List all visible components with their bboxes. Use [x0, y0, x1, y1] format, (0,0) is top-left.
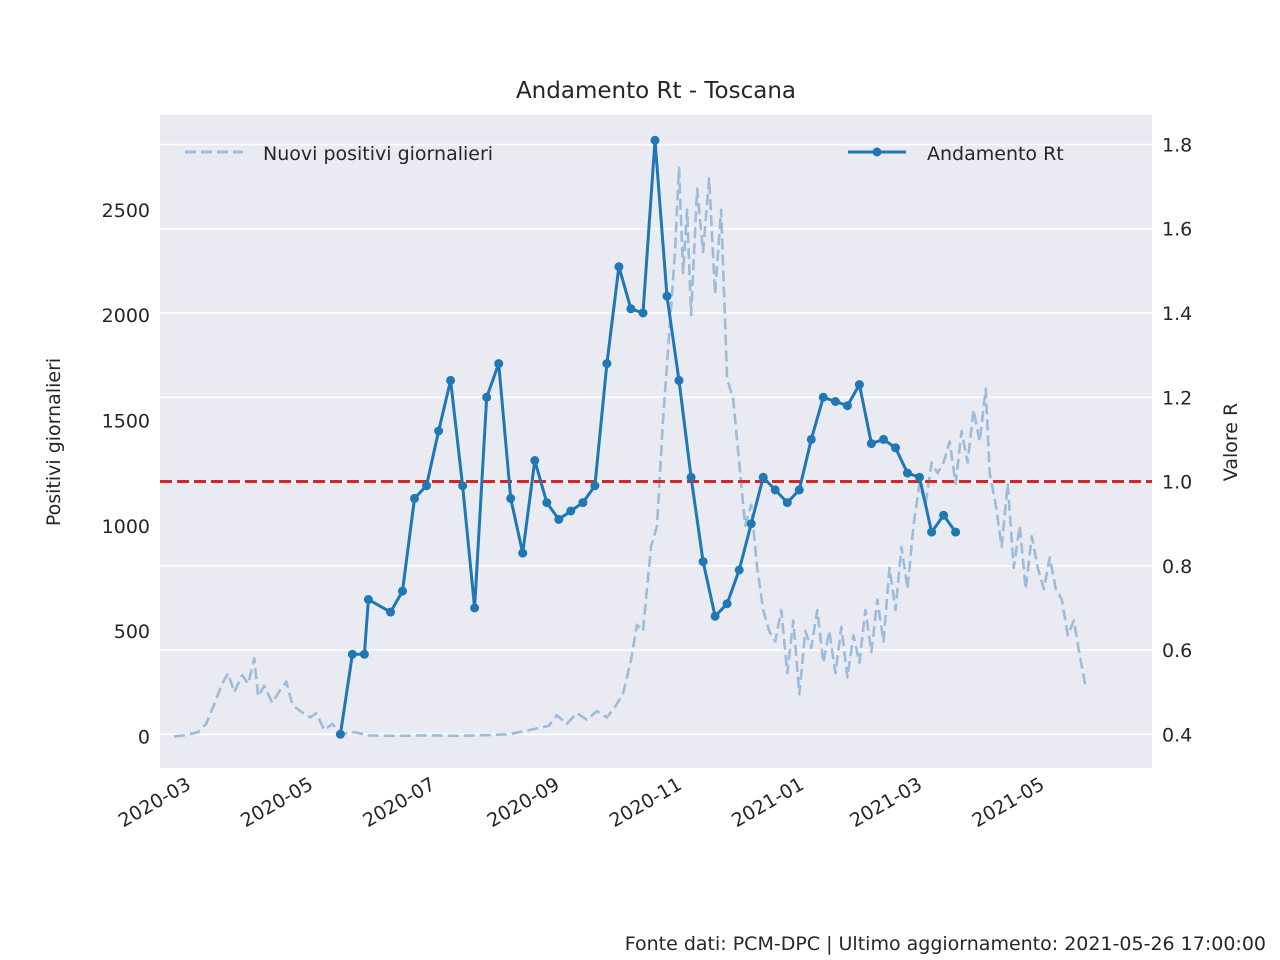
rt-point-29 — [686, 472, 696, 482]
rt-point-3 — [363, 595, 373, 604]
y-right-tick-label-5: 1.4 — [1162, 303, 1192, 325]
series-new-positives-line — [173, 166, 1088, 738]
rt-point-22 — [602, 359, 612, 369]
rt-point-44 — [866, 439, 876, 449]
rt-point-27 — [662, 291, 672, 301]
y-axis-left-ticks: 0 500 1000 1500 2000 2500 — [102, 200, 150, 749]
y-right-tick-label-1: 0.6 — [1162, 640, 1192, 662]
footer-source: Fonte dati: PCM-DPC | Ultimo aggiornamen… — [625, 933, 1266, 955]
rt-point-46 — [891, 443, 900, 453]
rt-point-12 — [482, 392, 492, 402]
legend-new-positives-label: Nuovi positivi giornalieri — [263, 143, 493, 165]
rt-point-20 — [578, 498, 588, 508]
rt-point-7 — [422, 481, 431, 491]
rt-point-2 — [359, 649, 369, 659]
y-left-tick-label-5: 2500 — [102, 200, 150, 222]
rt-point-49 — [927, 527, 937, 537]
rt-point-18 — [554, 514, 564, 524]
rt-point-34 — [746, 519, 756, 529]
rt-point-28 — [674, 375, 684, 385]
rt-point-26 — [650, 135, 660, 145]
rt-point-21 — [590, 481, 600, 491]
rt-point-25 — [638, 308, 648, 318]
y-left-tick-label-0: 0 — [138, 726, 150, 748]
rt-point-9 — [446, 375, 456, 385]
legend-new-positives: Nuovi positivi giornalieri — [185, 143, 493, 165]
rt-point-31 — [710, 611, 720, 621]
rt-point-43 — [854, 380, 864, 390]
legend-rt-marker — [872, 147, 882, 157]
rt-point-16 — [530, 456, 540, 465]
series-rt-line — [338, 138, 957, 735]
rt-point-51 — [951, 527, 961, 537]
grid-lines — [160, 143, 1152, 736]
y-right-tick-label-3: 1.0 — [1162, 472, 1192, 494]
rt-point-13 — [494, 359, 504, 369]
rt-point-23 — [614, 262, 624, 272]
rt-point-24 — [626, 304, 636, 314]
rt-point-5 — [398, 586, 407, 596]
rt-point-38 — [794, 485, 804, 495]
rt-point-42 — [842, 401, 852, 411]
rt-point-48 — [915, 472, 924, 482]
rt-point-35 — [758, 472, 768, 482]
y-left-tick-label-1: 500 — [114, 621, 150, 643]
legend-rt: Andamento Rt — [848, 143, 1064, 165]
rt-point-14 — [506, 493, 516, 503]
rt-point-6 — [410, 493, 419, 503]
rt-point-11 — [470, 603, 480, 613]
rt-point-36 — [770, 485, 780, 495]
y-axis-left-label: Positivi giornalieri — [43, 358, 65, 526]
rt-point-19 — [566, 506, 576, 516]
y-axis-right-label: Valore R — [1220, 403, 1242, 481]
rt-point-10 — [458, 481, 468, 491]
series-rt — [335, 135, 961, 739]
rt-point-39 — [806, 434, 816, 444]
rt-point-1 — [347, 649, 357, 659]
rt-point-40 — [818, 392, 828, 402]
y-axis-right-ticks: 0.4 0.6 0.8 1.0 1.2 1.4 1.6 1.8 — [1162, 134, 1192, 746]
y-right-tick-label-6: 1.6 — [1162, 219, 1192, 241]
rt-point-50 — [939, 510, 949, 520]
rt-point-37 — [782, 498, 792, 508]
y-left-tick-label-3: 1500 — [102, 410, 150, 432]
rt-point-33 — [734, 565, 744, 575]
series-new-positives — [173, 166, 1088, 738]
plot-area — [160, 115, 1152, 768]
rt-point-32 — [722, 599, 732, 609]
rt-point-47 — [903, 468, 912, 478]
rt-point-30 — [698, 557, 708, 567]
legend-rt-label: Andamento Rt — [927, 143, 1064, 165]
rt-point-41 — [830, 397, 840, 406]
y-left-tick-label-2: 1000 — [102, 516, 150, 538]
y-right-tick-label-0: 0.4 — [1162, 724, 1192, 746]
y-right-tick-label-7: 1.8 — [1162, 134, 1192, 156]
rt-point-15 — [518, 548, 528, 558]
rt-point-8 — [434, 426, 444, 436]
y-right-tick-label-4: 1.2 — [1162, 387, 1192, 409]
rt-point-45 — [879, 434, 888, 444]
rt-point-4 — [386, 607, 395, 617]
chart-title: Andamento Rt - Toscana — [516, 78, 796, 104]
y-right-tick-label-2: 0.8 — [1162, 556, 1192, 578]
rt-point-17 — [542, 498, 552, 508]
rt-point-0 — [335, 729, 345, 739]
y-left-tick-label-4: 2000 — [102, 305, 150, 327]
